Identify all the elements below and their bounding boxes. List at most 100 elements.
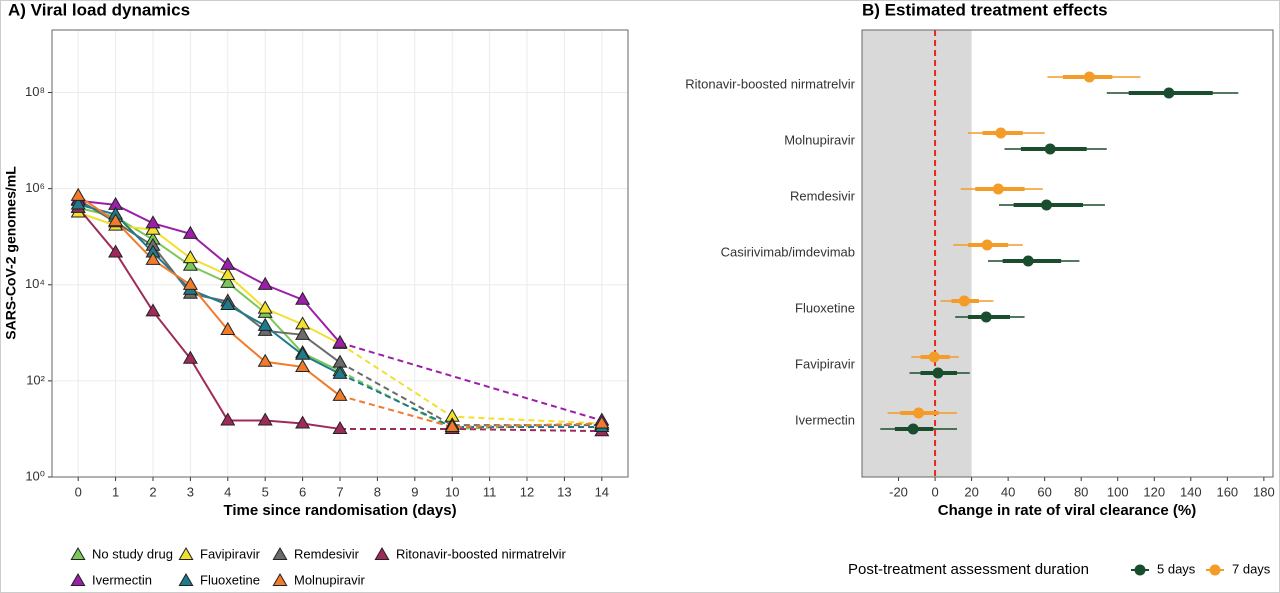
data-point: [220, 256, 236, 270]
data-point: [70, 187, 86, 201]
x-tick-label: 13: [557, 484, 571, 499]
data-point: [220, 296, 236, 311]
x-tick-label: 11: [483, 484, 497, 499]
data-point: [182, 350, 198, 364]
data-point: [295, 415, 311, 429]
plot-border: [51, 29, 629, 478]
panel-a-title: A) Viral load dynamics: [8, 0, 190, 19]
data-point: [257, 276, 273, 290]
data-point: [145, 303, 161, 317]
estimate-point: [981, 239, 993, 251]
x-tick-label: 3: [187, 484, 194, 499]
y-tick-label: 10²: [26, 372, 45, 387]
legend-label: Ritonavir-boosted nirmatrelvir: [396, 546, 566, 561]
legend-label: No study drug: [92, 546, 173, 561]
data-point: [108, 244, 124, 258]
x-tick-label: 6: [299, 484, 306, 499]
data-point: [295, 291, 311, 305]
y-tick-label: 10⁰: [25, 468, 45, 483]
data-point: [182, 257, 198, 271]
y-tick-label: Fluoxetine: [795, 300, 855, 315]
x-tick-label: 80: [1074, 484, 1088, 499]
x-tick-label: 120: [1143, 484, 1165, 499]
y-axis-label: SARS-CoV-2 genomes/mL: [3, 166, 19, 340]
series-line: [339, 361, 602, 427]
data-point: [145, 221, 161, 235]
y-tick-label: Remdesivir: [790, 188, 856, 203]
estimate-point: [980, 311, 992, 323]
x-tick-label: 2: [149, 484, 156, 499]
legend-marker: [272, 546, 288, 561]
x-tick-label: 100: [1107, 484, 1129, 499]
legend-marker: [272, 572, 288, 587]
series-line: [77, 207, 341, 430]
legend-label: 7 days: [1232, 561, 1271, 576]
y-tick-label: 10⁶: [25, 180, 45, 195]
x-tick-label: -20: [889, 484, 908, 499]
x-tick-label: 5: [262, 484, 269, 499]
estimate-point: [932, 367, 944, 379]
legend-label: Remdesivir: [294, 546, 360, 561]
estimate-point: [1163, 87, 1175, 99]
estimate-point: [928, 351, 940, 363]
legend-title: Post-treatment assessment duration: [848, 561, 1089, 578]
x-tick-label: 20: [964, 484, 978, 499]
y-tick-label: Casirivimab/imdevimab: [721, 244, 855, 259]
data-point: [220, 274, 236, 288]
x-tick-label: 8: [374, 484, 381, 499]
estimate-point: [1040, 199, 1052, 211]
data-point: [444, 418, 460, 433]
data-point: [220, 321, 236, 335]
data-point: [182, 250, 198, 264]
x-tick-label: 9: [411, 484, 418, 499]
estimate-point: [1083, 71, 1095, 83]
data-point: [332, 365, 348, 379]
data-point: [257, 317, 273, 331]
x-tick-label: 1: [112, 484, 119, 499]
estimate-point: [995, 127, 1007, 139]
legend-marker: [70, 572, 86, 587]
data-point: [220, 412, 236, 426]
data-point: [145, 251, 161, 265]
legend-marker: [70, 546, 86, 561]
data-point: [332, 334, 348, 348]
x-tick-label: 140: [1180, 484, 1202, 499]
data-point: [332, 387, 348, 401]
y-tick-label: 10⁴: [25, 276, 45, 291]
series-line: [339, 341, 603, 422]
data-point: [182, 276, 198, 290]
data-point: [257, 412, 273, 426]
x-tick-label: 10: [445, 484, 459, 499]
legend-marker: [178, 546, 194, 561]
x-tick-label: 160: [1216, 484, 1238, 499]
x-axis-label: Change in rate of viral clearance (%): [938, 502, 1196, 519]
estimate-point: [1022, 255, 1034, 267]
x-tick-label: 4: [224, 484, 231, 499]
x-tick-label: 180: [1253, 484, 1275, 499]
estimate-point: [958, 295, 970, 307]
estimate-point: [913, 407, 925, 419]
shaded-region: [862, 30, 972, 477]
y-tick-label: Molnupiravir: [784, 132, 855, 147]
y-tick-label: Ivermectin: [795, 412, 855, 427]
legend-marker: [374, 546, 390, 561]
series-line: [77, 194, 341, 397]
x-tick-label: 0: [931, 484, 938, 499]
x-tick-label: 40: [1001, 484, 1015, 499]
estimate-point: [1044, 143, 1056, 155]
data-point: [332, 420, 348, 434]
y-tick-label: 10⁸: [25, 84, 45, 99]
panel-b-title: B) Estimated treatment effects: [862, 0, 1108, 19]
data-point: [182, 225, 198, 239]
data-point: [295, 326, 311, 340]
series-line: [339, 370, 602, 430]
legend-label: 5 days: [1157, 561, 1196, 576]
estimate-point: [907, 423, 919, 435]
data-point: [295, 358, 311, 372]
data-point: [108, 213, 124, 227]
legend-label: Ivermectin: [92, 572, 152, 587]
x-tick-label: 60: [1037, 484, 1051, 499]
x-tick-label: 7: [336, 484, 343, 499]
x-tick-label: 12: [520, 484, 534, 499]
